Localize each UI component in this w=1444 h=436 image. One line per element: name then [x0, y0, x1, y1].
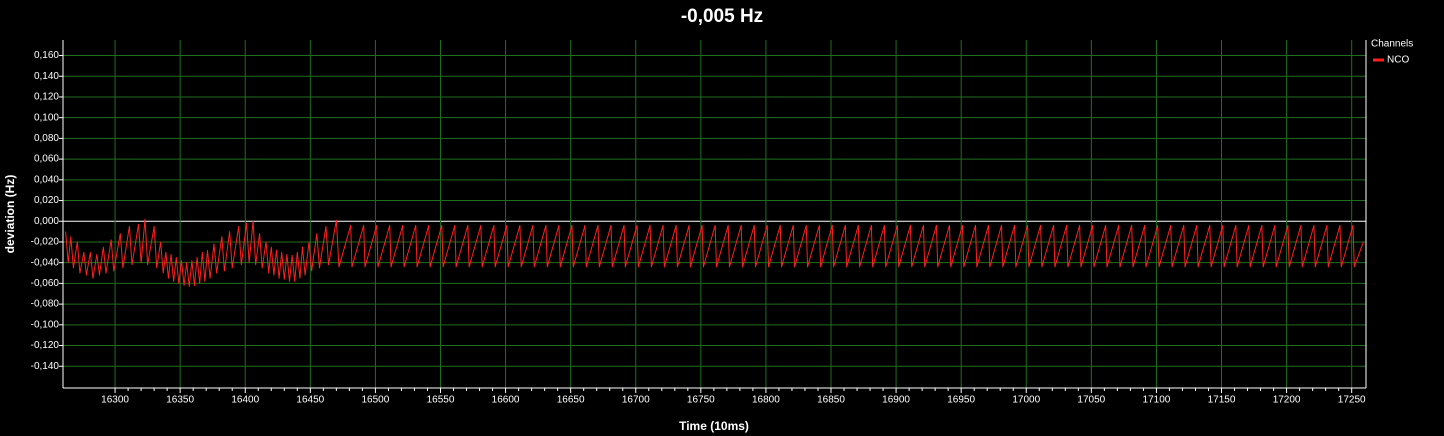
y-axis-label: deviation (Hz): [3, 175, 17, 254]
x-tick-label: 17150: [1208, 395, 1236, 406]
y-tick-label: -0,140: [31, 361, 60, 372]
x-tick-label: 17250: [1338, 395, 1366, 406]
legend-title: Channels: [1371, 39, 1413, 50]
x-tick-label: 17050: [1077, 395, 1105, 406]
y-tick-label: 0,000: [34, 216, 59, 227]
x-tick-label: 17200: [1273, 395, 1301, 406]
x-tick-label: 16700: [622, 395, 650, 406]
y-tick-label: -0,100: [31, 319, 60, 330]
x-tick-label: 16750: [687, 395, 715, 406]
x-tick-label: 16450: [296, 395, 324, 406]
x-tick-label: 16550: [427, 395, 455, 406]
y-tick-label: 0,020: [34, 195, 59, 206]
y-tick-label: 0,040: [34, 174, 59, 185]
y-tick-label: 0,060: [34, 154, 59, 165]
x-axis-label: Time (10ms): [679, 419, 749, 433]
x-tick-label: 16900: [882, 395, 910, 406]
x-tick-label: 16350: [166, 395, 194, 406]
y-tick-label: 0,160: [34, 50, 59, 61]
y-tick-label: -0,020: [31, 237, 60, 248]
legend-label: NCO: [1387, 55, 1409, 66]
y-tick-label: -0,120: [31, 340, 60, 351]
x-tick-label: 16650: [557, 395, 585, 406]
x-tick-label: 16400: [231, 395, 259, 406]
x-tick-label: 16500: [362, 395, 390, 406]
series-line: [65, 218, 1364, 287]
y-tick-label: 0,080: [34, 133, 59, 144]
y-tick-label: 0,100: [34, 112, 59, 123]
x-tick-label: 16850: [817, 395, 845, 406]
y-tick-label: -0,080: [31, 299, 60, 310]
y-tick-label: 0,140: [34, 71, 59, 82]
x-tick-label: 16800: [752, 395, 780, 406]
y-tick-label: -0,040: [31, 257, 60, 268]
x-tick-label: 16300: [101, 395, 129, 406]
x-tick-label: 16600: [492, 395, 520, 406]
y-tick-label: 0,120: [34, 92, 59, 103]
chart-title: -0,005 Hz: [681, 6, 763, 27]
x-tick-label: 16950: [947, 395, 975, 406]
x-tick-label: 17000: [1012, 395, 1040, 406]
x-tick-label: 17100: [1143, 395, 1171, 406]
y-tick-label: -0,060: [31, 278, 60, 289]
